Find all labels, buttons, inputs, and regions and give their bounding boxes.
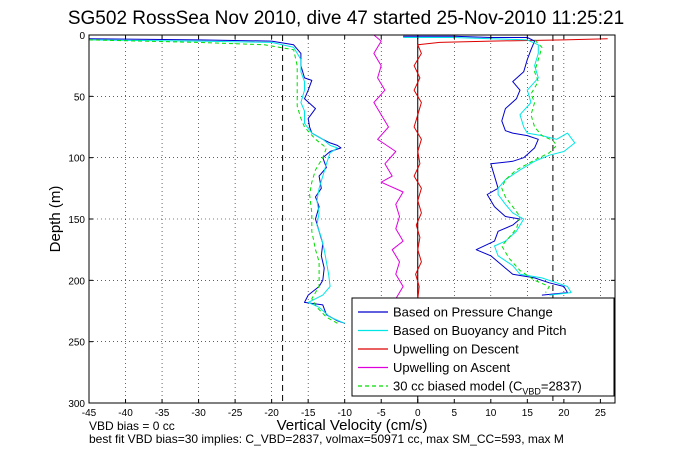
legend-label: Based on Buoyancy and Pitch [393,323,566,338]
x-tick-label: -10 [337,408,352,419]
x-tick-label: -15 [301,408,316,419]
x-tick-label: 25 [595,408,607,419]
y-tick-label: 50 [74,92,86,103]
x-tick-label: -25 [228,408,243,419]
series-line [89,39,338,324]
legend: Based on Pressure Change Based on Buoyanc… [351,297,615,397]
x-tick-label: 20 [558,408,570,419]
legend-label: Upwelling on Descent [393,342,519,357]
x-tick-label: -40 [118,408,133,419]
series-layer [89,35,608,324]
y-tick-label: 200 [68,276,85,287]
x-tick-label: 5 [451,408,457,419]
y-tick-label: 150 [68,215,85,226]
series-line [89,38,345,324]
x-tick-label: -20 [264,408,279,419]
legend-label: Based on Pressure Change [393,305,553,320]
vbd-bias-note: VBD bias = 0 cc [89,419,175,433]
chart-title: SG502 RossSea Nov 2010, dive 47 started … [68,8,624,29]
x-tick-label: -5 [377,408,386,419]
x-ticks: -45 -40 -35 -30 -25 -20 -15 -10 -5 0 5 10 15 20 25 [82,35,607,419]
legend-label: 30 cc biased model (CVBD=2837) [393,379,582,397]
x-tick-label: -35 [155,408,170,419]
y-tick-label: 250 [68,338,85,349]
series-line [373,35,404,308]
series-line [403,37,576,296]
series-line [413,38,608,308]
series-line [501,39,558,293]
series-line [89,39,345,324]
y-ticks: 0 50 100 150 200 250 300 [68,31,615,410]
best-fit-note: best fit VBD bias=30 implies: C_VBD=2837… [89,432,564,446]
x-tick-label: -45 [82,408,97,419]
y-tick-label: 100 [68,154,85,165]
legend-box [351,297,615,397]
series-line [403,35,568,296]
y-tick-label: 0 [79,31,85,42]
legend-label: Upwelling on Ascent [393,360,510,375]
y-axis-label: Depth (m) [47,186,64,253]
y-tick-label: 300 [68,399,85,410]
x-tick-label: 0 [415,408,421,419]
x-tick-label: 15 [522,408,534,419]
x-tick-label: -30 [191,408,206,419]
x-tick-label: 10 [485,408,497,419]
x-axis-label: Vertical Velocity (cm/s) [277,417,428,434]
